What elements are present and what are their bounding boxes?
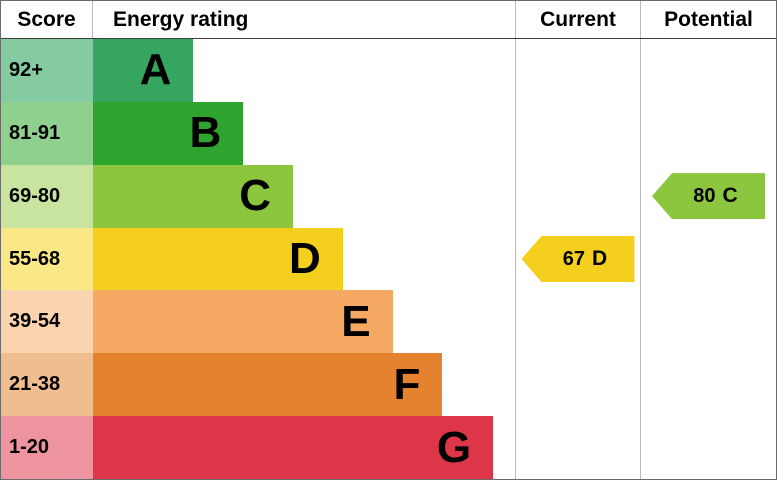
band-row-b: 81-91 B [1,101,776,165]
band-bar-a: A [93,39,194,102]
band-bar-c: C [93,164,294,228]
band-rows: 92+ A 81-91 B 69-80 C [1,39,776,480]
band-letter-b: B [189,108,222,158]
band-row-f: 21-38 F [1,353,776,417]
potential-rating-value: 80 [693,184,716,207]
current-rating-value: 67 [562,247,586,270]
band-bar-f: F [93,353,443,417]
potential-rating-arrow: 80 C [652,173,765,220]
header-current: Current [515,1,640,38]
band-row-a: 92+ A [1,39,776,102]
band-row-c: 69-80 C 80 C [1,164,776,228]
band-row-e: 39-54 E [1,290,776,354]
band-row-g: 1-20 G [1,416,776,480]
header-score: Score [1,1,93,38]
band-letter-e: E [341,296,371,346]
score-range-d: 55-68 [1,227,93,291]
header-potential: Potential [640,1,776,38]
header-energy-rating: Energy rating [113,7,249,31]
band-bar-d: D [93,227,343,291]
score-range-c: 69-80 [1,164,93,228]
score-range-a: 92+ [1,39,93,102]
current-rating-arrow: 67 D [521,236,635,282]
score-range-e: 39-54 [1,290,93,354]
band-letter-g: G [436,422,472,472]
chart-header-row: Score Energy rating Current Potential [1,1,776,39]
current-rating-band: D [592,247,608,270]
band-bar-e: E [93,290,393,354]
band-row-d: 55-68 D 67 D [1,227,776,291]
band-letter-a: A [139,45,172,95]
band-letter-d: D [289,234,321,283]
band-bar-b: B [93,101,244,165]
score-range-f: 21-38 [1,353,93,417]
band-letter-c: C [239,171,272,221]
score-range-b: 81-91 [1,101,93,165]
potential-rating-band: C [722,184,738,208]
band-bar-g: G [93,416,494,480]
score-range-g: 1-20 [1,416,93,480]
band-letter-f: F [393,359,421,409]
